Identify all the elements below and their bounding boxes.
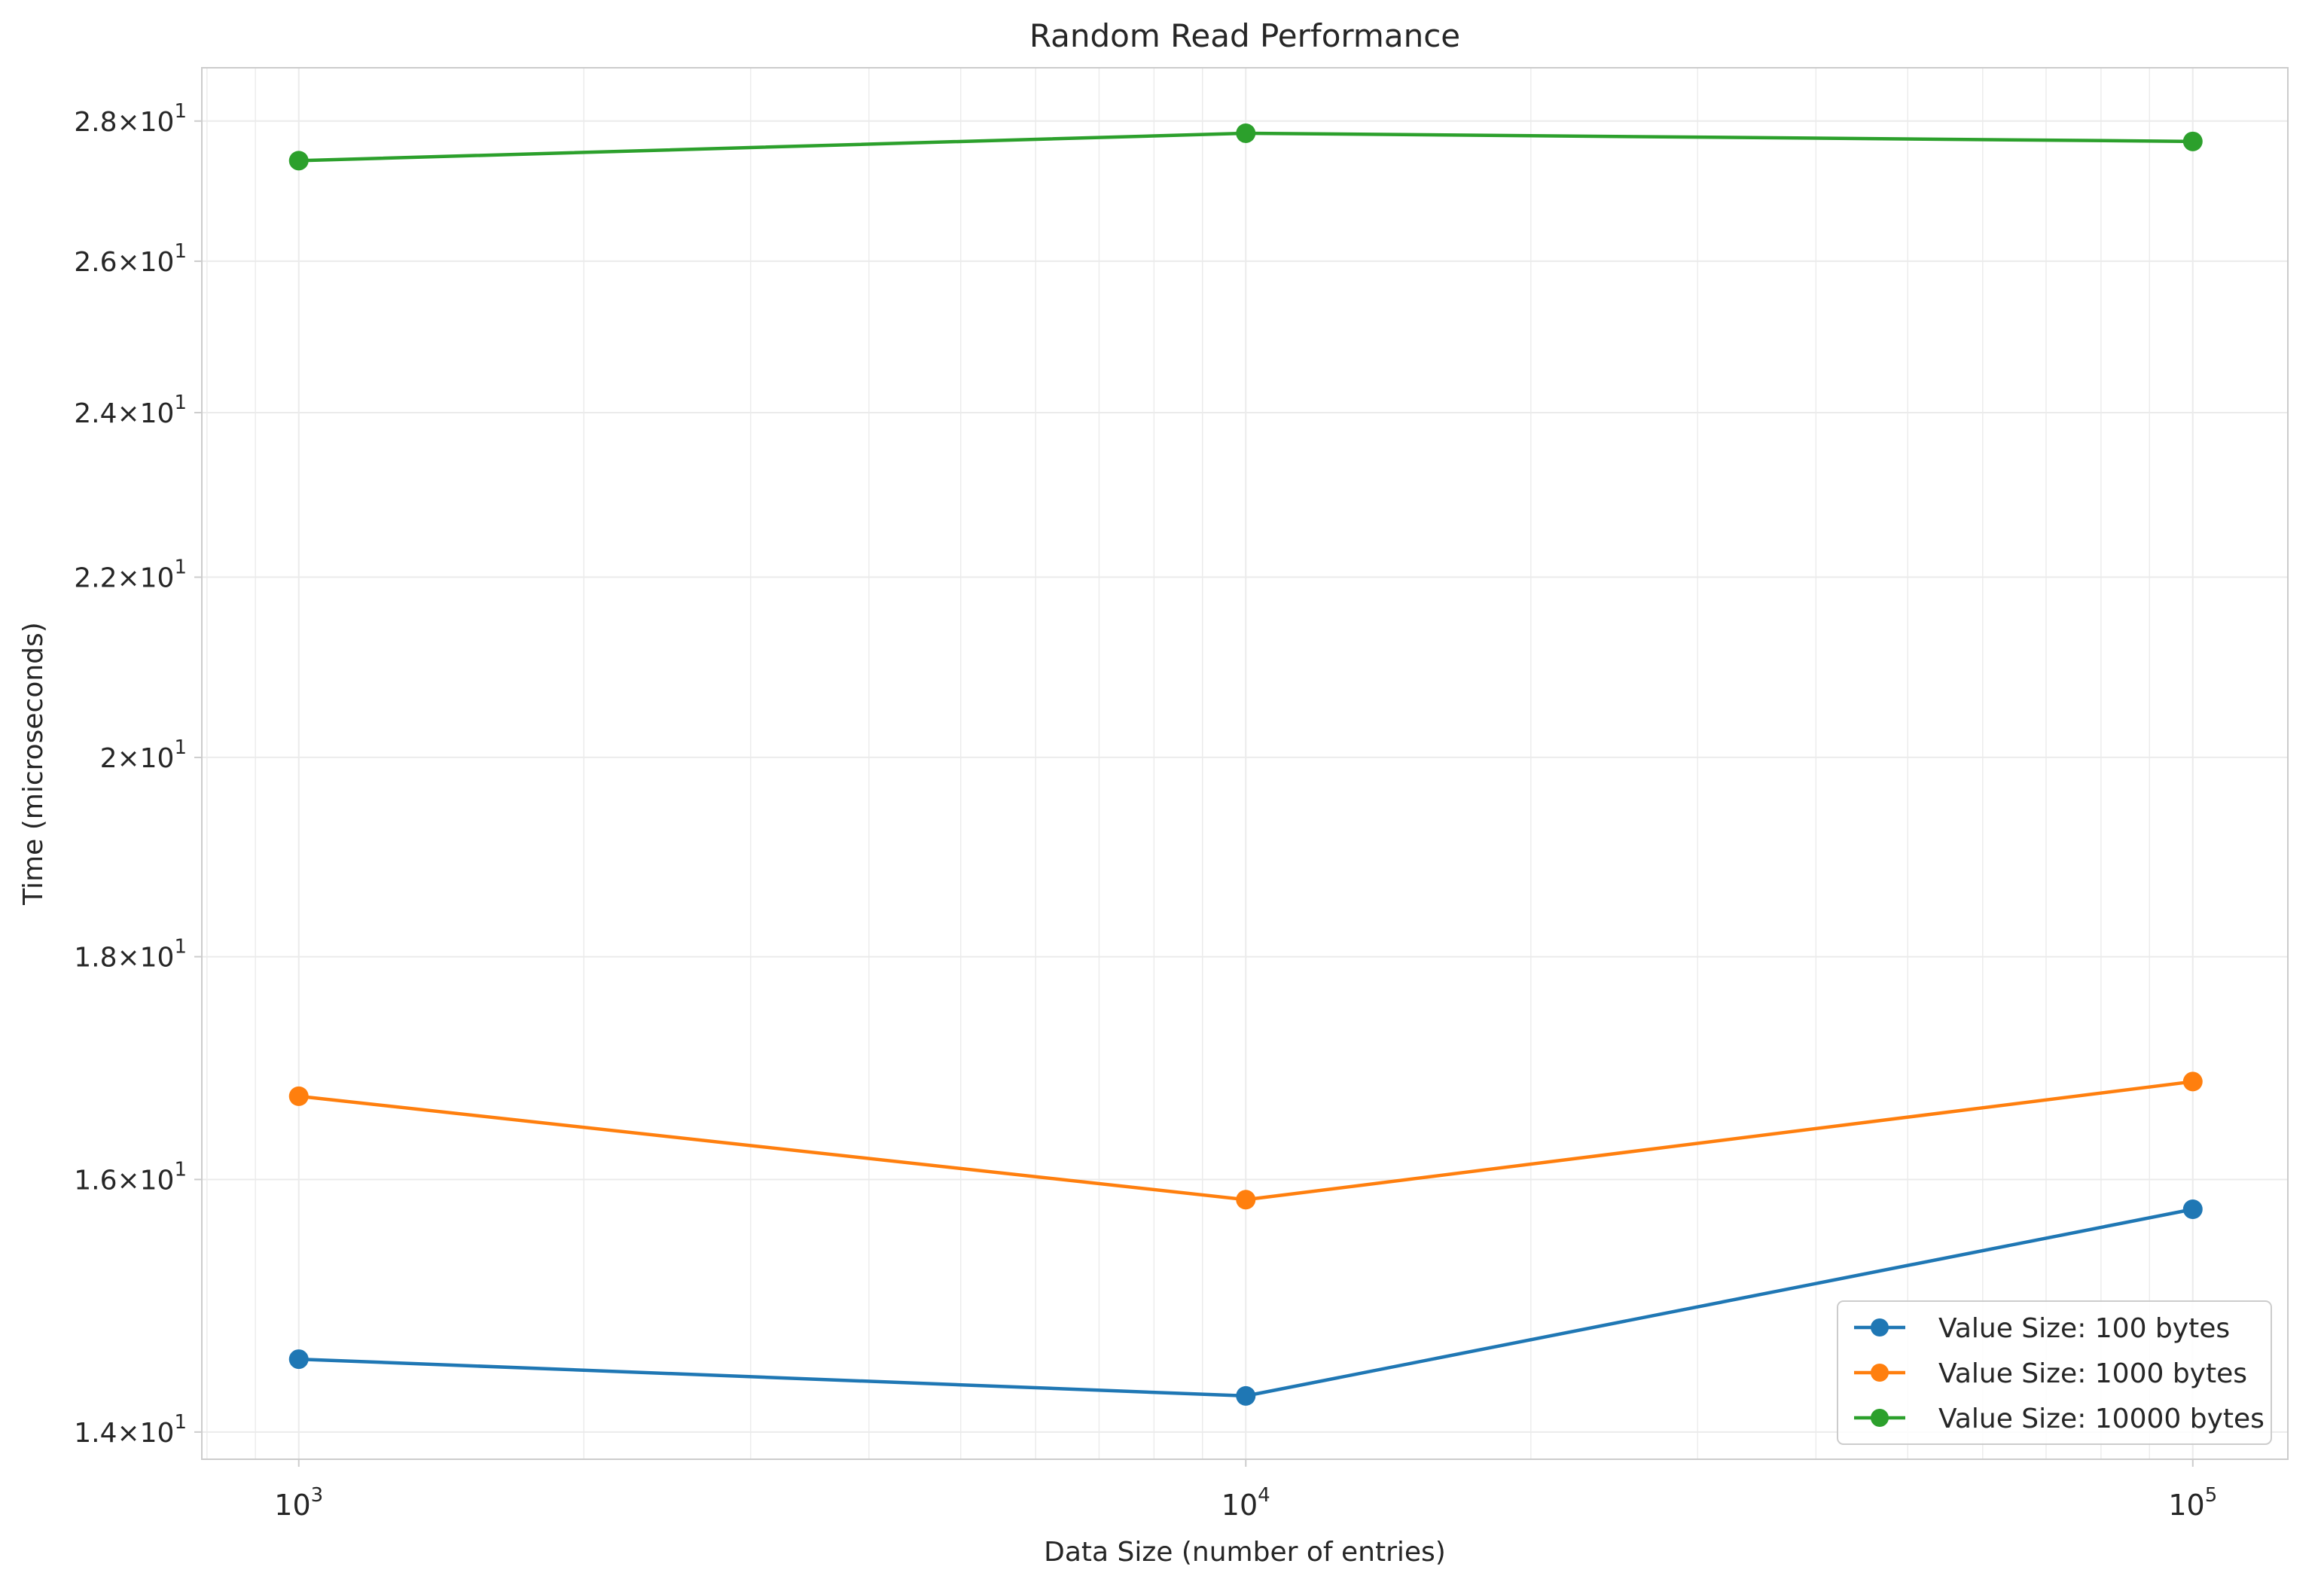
y-tick-label: 2.8×101 xyxy=(74,100,187,138)
y-tick-label: 1.4×101 xyxy=(74,1411,187,1449)
legend-label: Value Size: 100 bytes xyxy=(1938,1313,2230,1344)
chart-title: Random Read Performance xyxy=(1029,17,1460,54)
y-axis-label: Time (microseconds) xyxy=(18,622,49,906)
legend-swatch-marker xyxy=(1871,1364,1889,1382)
legend-swatch-marker xyxy=(1871,1409,1889,1427)
y-tick-label: 1.6×101 xyxy=(74,1158,187,1196)
x-tick-label: 104 xyxy=(1221,1484,1270,1522)
series-group xyxy=(288,123,2203,171)
data-point xyxy=(2182,1071,2203,1092)
y-tick-label: 2.4×101 xyxy=(74,392,187,429)
legend-label: Value Size: 1000 bytes xyxy=(1938,1358,2247,1389)
y-tick-label: 2×101 xyxy=(100,736,187,774)
x-tick-label: 103 xyxy=(274,1484,323,1522)
y-tick-label: 2.2×101 xyxy=(74,556,187,594)
data-point xyxy=(288,1349,309,1370)
x-axis-ticks: 103 104 105 xyxy=(274,1459,2217,1522)
data-point xyxy=(288,151,309,171)
y-tick-label: 1.8×101 xyxy=(74,936,187,974)
x-axis-label: Data Size (number of entries) xyxy=(1044,1537,1446,1568)
legend-label: Value Size: 10000 bytes xyxy=(1938,1404,2265,1434)
legend-swatch-marker xyxy=(1871,1318,1889,1337)
data-point xyxy=(1236,1190,1256,1210)
data-point xyxy=(1236,123,1256,143)
y-axis-ticks: 1.4×101 1.6×101 1.8×101 2×101 2.2×101 2.4×101… xyxy=(74,100,202,1449)
data-point xyxy=(288,1086,309,1106)
legend: Value Size: 100 bytes Value Size: 1000 by… xyxy=(1837,1300,2272,1445)
data-point xyxy=(1236,1385,1256,1406)
plot-frame xyxy=(201,67,2289,1460)
y-tick-label: 2.6×101 xyxy=(74,240,187,278)
series-layer xyxy=(288,123,2203,1406)
series-group xyxy=(288,1071,2203,1210)
series-group xyxy=(288,1199,2203,1406)
data-point xyxy=(2182,1199,2203,1220)
x-tick-label: 105 xyxy=(2168,1484,2217,1522)
data-point xyxy=(2182,131,2203,151)
legend-items: Value Size: 100 bytes Value Size: 1000 by… xyxy=(1854,1313,2265,1434)
legend-frame xyxy=(1837,1300,2272,1445)
